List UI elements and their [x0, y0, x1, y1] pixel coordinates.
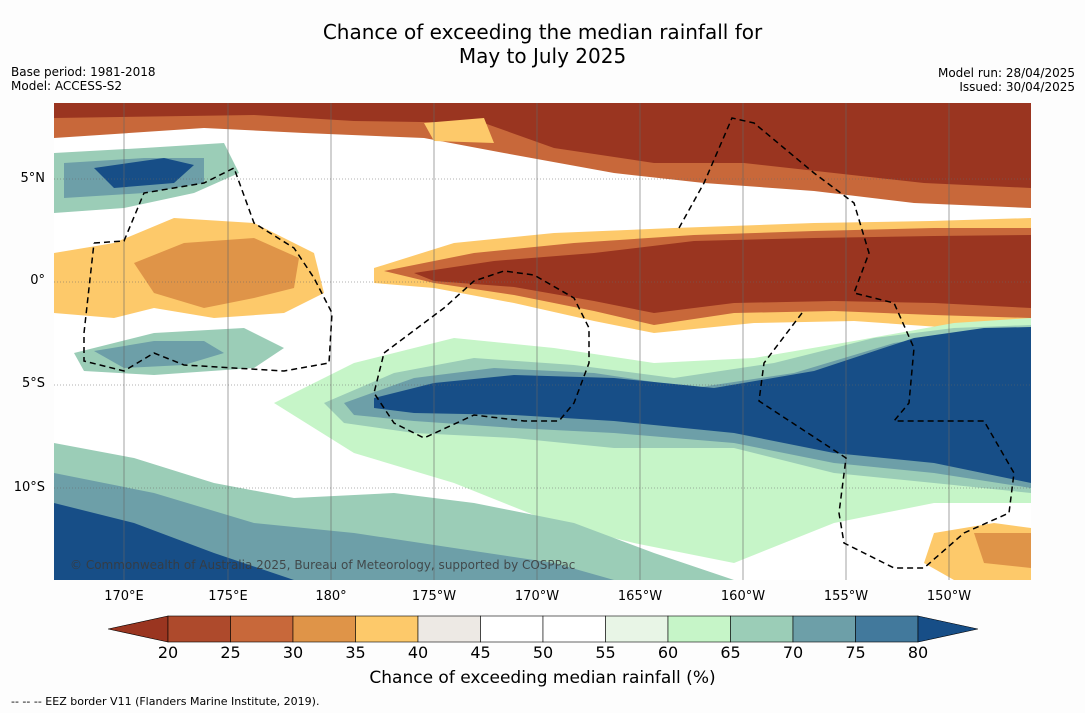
- lat-label-0: 0°: [30, 273, 45, 288]
- colorbar-segment: [730, 615, 794, 643]
- eez-border-west: [83, 166, 333, 372]
- copyright-notice: © Commonwealth of Australia 2025, Bureau…: [70, 558, 576, 572]
- rainfall-map: [54, 103, 1031, 580]
- colorbar-segment: [667, 615, 731, 643]
- meta-right: Model run: 28/04/2025 Issued: 30/04/2025: [938, 66, 1075, 94]
- lon-label-160w: 160°W: [720, 589, 766, 604]
- colorbar: [108, 615, 978, 643]
- model-name: Model: ACCESS-S2: [11, 79, 123, 93]
- band-equator-very-dry: [414, 235, 1031, 313]
- lat-label-5s: 5°S: [21, 376, 45, 391]
- colorbar-tick-label: 40: [407, 643, 429, 662]
- colorbar-arrow-high: [917, 615, 978, 643]
- meridians: [123, 103, 950, 580]
- colorbar-tick-label: 70: [782, 643, 804, 662]
- map-title: Chance of exceeding the median rainfall …: [0, 20, 1085, 68]
- model-run: Model run: 28/04/2025: [937, 66, 1075, 80]
- lat-label-10s: 10°S: [13, 480, 45, 495]
- band-north-moderate: [424, 118, 494, 143]
- base-period: Base period: 1981-2018: [11, 65, 156, 79]
- colorbar-tick-label: 80: [907, 643, 929, 662]
- lon-label-175w: 175°W: [411, 589, 457, 604]
- lon-label-180: 180°: [315, 589, 347, 604]
- colorbar-segment: [417, 615, 481, 643]
- colorbar-tick-label: 20: [157, 643, 179, 662]
- lon-label-175e: 175°E: [208, 589, 248, 604]
- lon-label-170e: 170°E: [104, 589, 144, 604]
- colorbar-label: Chance of exceeding median rainfall (%): [369, 668, 716, 688]
- colorbar-tick-label: 35: [345, 643, 366, 662]
- colorbar-tick-label: 45: [470, 643, 491, 662]
- eez-footnote: -- -- -- EEZ border V11 (Flanders Marine…: [11, 695, 320, 708]
- colorbar-segment: [605, 615, 669, 643]
- title-line-1: Chance of exceeding the median rainfall …: [322, 20, 763, 44]
- colorbar-segment: [230, 615, 294, 643]
- colorbar-segment: [792, 615, 856, 643]
- colorbar-tick-label: 50: [532, 643, 554, 662]
- colorbar-tick-label: 30: [282, 643, 304, 662]
- band-north-very-dry: [54, 103, 1031, 188]
- lon-label-150w: 150°W: [926, 589, 972, 604]
- colorbar-segment: [355, 615, 419, 643]
- colorbar-segment: [855, 615, 919, 643]
- eez-border-central: [373, 270, 590, 439]
- colorbar-arrow-low: [108, 615, 169, 643]
- lat-label-5n: 5°N: [20, 171, 46, 186]
- colorbar-segment: [167, 615, 231, 643]
- colorbar-segment: [542, 615, 606, 643]
- band-south-very-wet: [374, 327, 1031, 483]
- graticule: [54, 178, 1031, 489]
- title-line-2: May to July 2025: [458, 44, 627, 68]
- colorbar-tick-label: 60: [657, 643, 679, 662]
- eez-border-east-south: [758, 312, 1015, 569]
- patch-west-dry-core: [134, 238, 299, 308]
- patch-nw-wet-core: [94, 158, 194, 188]
- lon-label-170w: 170°W: [514, 589, 560, 604]
- issued-date: Issued: 30/04/2025: [959, 80, 1075, 94]
- meta-left: Base period: 1981-2018 Model: ACCESS-S2: [11, 65, 156, 93]
- eez-border-east-north: [678, 117, 915, 422]
- colorbar-tick-label: 65: [720, 643, 741, 662]
- colorbar-tick-label: 25: [220, 643, 241, 662]
- lon-label-155w: 155°W: [823, 589, 869, 604]
- patch-se-dry-core: [974, 533, 1031, 568]
- colorbar-tick-label: 75: [845, 643, 866, 662]
- colorbar-segment: [480, 615, 544, 643]
- eez-borders: [83, 117, 1015, 569]
- lon-label-165w: 165°W: [617, 589, 663, 604]
- region-sw-wet-core: [54, 503, 294, 580]
- colorbar-tick-label: 55: [595, 643, 616, 662]
- colorbar-segment: [292, 615, 356, 643]
